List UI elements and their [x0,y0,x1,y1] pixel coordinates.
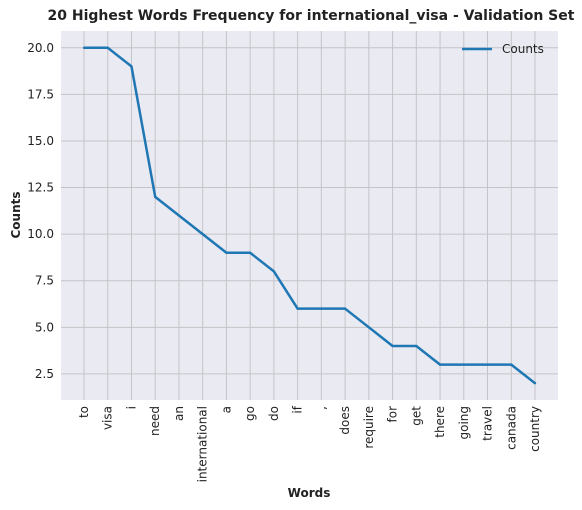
data-point [177,214,181,217]
plot-area [61,31,558,400]
x-tick-label: does [338,406,352,435]
data-point [154,195,157,199]
data-point [391,344,394,348]
y-tick-label: 5.0 [35,320,54,334]
y-tick-label: 10.0 [27,227,54,241]
x-tick-label: international [196,406,210,482]
y-tick-label: 20.0 [27,41,54,55]
data-point [367,326,371,329]
data-point [533,382,537,385]
legend-label-counts: Counts [502,42,544,56]
x-tick-label: a [219,406,233,413]
y-tick-label: 15.0 [27,134,54,148]
data-point [320,307,323,310]
y-axis-label: Counts [9,191,23,238]
x-tick-label: to [77,406,91,418]
x-tick-label: if [291,405,305,413]
data-point [343,307,347,310]
y-axis-ticks: 2.5 5.0 7.5 10.0 12.5 15.0 17.5 20.0 [27,41,54,381]
x-tick-label: require [362,406,376,449]
x-tick-label: i [124,406,138,409]
data-point [248,251,252,254]
data-point [510,363,513,366]
x-tick-label: do [267,406,281,421]
y-tick-label: 7.5 [35,274,54,288]
x-axis-ticks: to visa i need an international a go do if, does re… [77,405,542,482]
x-tick-label: , [314,406,328,410]
x-tick-label: canada [504,406,518,450]
x-tick-label: going [457,406,471,440]
data-point [415,344,418,348]
x-tick-label: get [409,406,423,426]
data-point [486,363,489,366]
data-point [201,232,204,236]
x-tick-label: country [528,406,542,452]
series-layer [82,46,537,385]
data-point [272,270,276,273]
data-point [106,46,109,49]
x-tick-label: for [386,406,400,423]
x-tick-label: need [148,406,162,436]
x-tick-label: an [172,406,186,421]
chart-title: 20 Highest Words Frequency for internati… [48,8,575,24]
y-tick-label: 12.5 [27,181,54,195]
data-point [225,251,228,254]
y-tick-label: 2.5 [35,367,54,381]
data-point [130,65,133,68]
x-tick-label: visa [101,406,115,430]
data-point [82,46,86,49]
x-axis-label: Words [288,486,331,500]
x-tick-label: travel [481,406,495,441]
legend: Counts [462,42,544,56]
data-point [296,307,299,310]
data-point [438,363,442,366]
grid-lines [61,31,558,400]
y-tick-label: 17.5 [27,87,54,101]
data-point [462,363,465,366]
x-tick-label: go [243,406,257,421]
series-line-counts [84,46,536,385]
x-tick-label: there [433,406,447,438]
